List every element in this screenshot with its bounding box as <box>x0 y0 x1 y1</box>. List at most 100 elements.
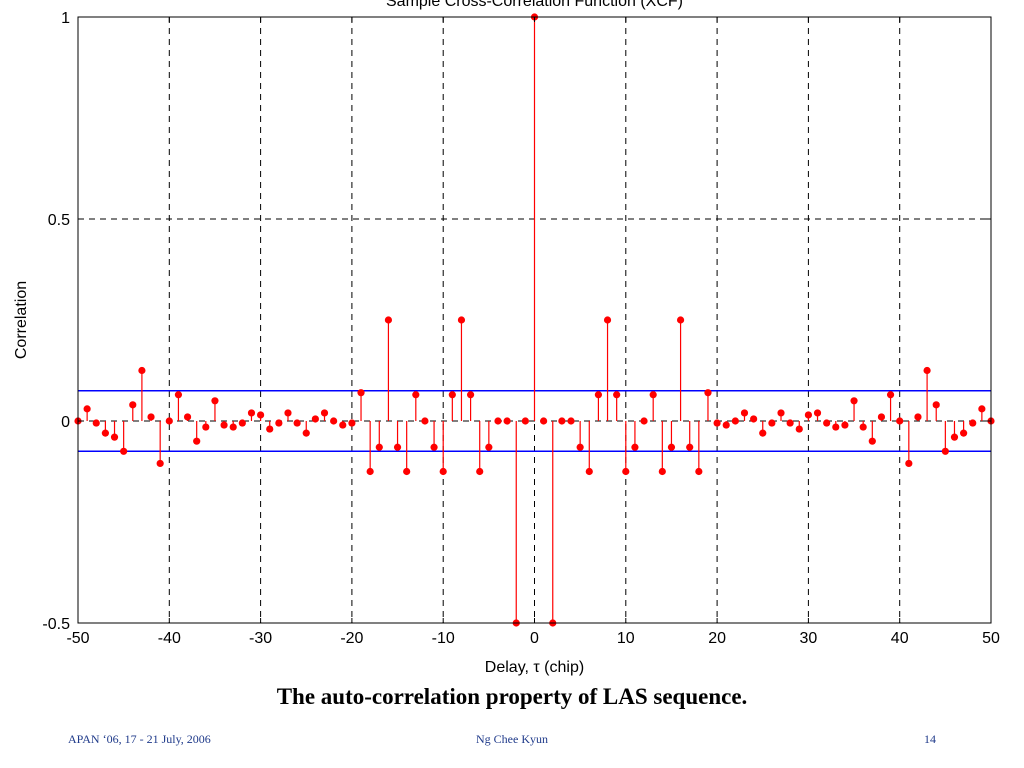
stem-marker <box>494 417 502 425</box>
stem-marker <box>375 443 383 451</box>
stem-marker <box>676 316 685 324</box>
stem-marker <box>658 467 666 476</box>
stem-marker <box>877 413 886 421</box>
stem-marker <box>339 421 347 429</box>
stem-marker <box>823 419 831 427</box>
x-tick-label: -20 <box>340 630 363 647</box>
stem-marker <box>366 467 374 476</box>
stem-marker <box>503 417 511 425</box>
stem-marker <box>439 467 447 476</box>
stem-marker <box>311 415 319 423</box>
stem-marker <box>266 425 274 433</box>
stem-marker <box>183 413 192 421</box>
x-tick-label: -40 <box>158 630 181 647</box>
y-axis-label: Correlation <box>13 281 30 359</box>
stem-marker <box>960 429 968 437</box>
stem-marker <box>722 421 730 429</box>
stem-marker <box>302 429 310 437</box>
stem-marker <box>886 391 895 399</box>
footer-author: Ng Chee Kyun <box>476 732 548 746</box>
stem-marker <box>393 443 402 451</box>
stem-marker <box>521 417 529 425</box>
stem-marker <box>759 429 767 437</box>
stem-marker <box>914 413 922 421</box>
stem-marker <box>686 443 694 451</box>
stem-marker <box>421 417 429 425</box>
stem-marker <box>832 423 840 431</box>
stem-marker <box>138 366 146 375</box>
page-number: 14 <box>924 732 936 746</box>
stem-marker <box>83 405 91 413</box>
stem-marker <box>667 443 676 451</box>
stem-marker <box>813 409 822 417</box>
stem-marker <box>476 467 484 476</box>
x-tick-label: -50 <box>66 630 89 647</box>
x-tick-label: -30 <box>249 630 272 647</box>
x-tick-label: -10 <box>432 630 455 647</box>
footer-event: APAN ‘06, 17 - 21 July, 2006 <box>68 732 211 746</box>
stem-marker <box>859 423 867 431</box>
stem-marker <box>558 417 566 425</box>
stem-marker <box>457 316 466 324</box>
stem-marker <box>540 417 548 425</box>
stem-marker <box>695 467 703 476</box>
stem-marker <box>740 409 749 417</box>
stem-marker <box>220 421 228 429</box>
stem-marker <box>229 423 237 431</box>
figure-caption: The auto-correlation property of LAS seq… <box>276 684 748 709</box>
stem-marker <box>777 409 785 417</box>
stem-marker <box>275 419 283 427</box>
stem-marker <box>594 391 603 399</box>
stem-marker <box>731 417 739 425</box>
stem-marker <box>978 405 986 413</box>
stem-marker <box>466 391 475 399</box>
y-tick-label: 0.5 <box>48 212 70 229</box>
stem-marker <box>649 391 657 399</box>
stem-marker <box>576 443 584 451</box>
y-axis-ticks: -0.5 0 0.5 1 <box>42 10 991 633</box>
stem-marker <box>969 419 977 427</box>
stem-marker <box>640 417 648 425</box>
stem-marker <box>174 391 183 399</box>
stem-series <box>74 13 995 627</box>
stem-marker <box>147 413 155 421</box>
stem-marker <box>905 459 913 468</box>
stem-marker <box>868 437 876 445</box>
chart-title: Sample Cross-Correlation Function (XCF) <box>386 0 683 10</box>
stem-marker <box>622 467 630 476</box>
x-tick-label: 50 <box>982 630 1000 647</box>
stem-marker <box>165 417 173 425</box>
stem-marker <box>384 316 393 324</box>
y-tick-label: 0 <box>61 414 70 431</box>
stem-marker <box>768 419 776 427</box>
stem-marker <box>129 401 137 409</box>
stem-marker <box>110 433 119 441</box>
stem-marker <box>330 417 338 425</box>
stem-marker <box>211 397 219 405</box>
stem-marker <box>804 411 813 419</box>
stem-marker <box>941 447 949 455</box>
x-tick-label: 30 <box>800 630 818 647</box>
stem-marker <box>202 423 210 431</box>
stem-marker <box>631 443 639 451</box>
stem-marker <box>950 433 959 441</box>
stem-marker <box>193 437 201 445</box>
stem-marker <box>257 411 265 419</box>
y-tick-label: 1 <box>61 10 70 27</box>
stem-marker <box>713 419 721 427</box>
stem-marker <box>247 409 256 417</box>
chart: -50 -40 -30 -20 -10 0 10 20 30 40 50 -0.5 0 0.5 1 Sam… <box>13 0 1000 676</box>
stem-marker <box>101 429 109 437</box>
stem-marker <box>603 316 612 324</box>
x-tick-label: 10 <box>617 630 635 647</box>
stem-marker <box>613 391 621 399</box>
stem-marker <box>795 425 803 433</box>
stem-marker <box>92 419 100 427</box>
stem-marker <box>485 443 493 451</box>
stem-marker <box>403 467 411 476</box>
stem-marker <box>932 401 940 409</box>
stem-marker <box>284 409 292 417</box>
stem-marker <box>567 417 575 425</box>
x-axis-ticks: -50 -40 -30 -20 -10 0 10 20 30 40 50 <box>66 17 1000 647</box>
stem-marker <box>412 391 420 399</box>
